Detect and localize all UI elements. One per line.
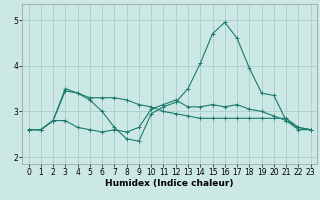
X-axis label: Humidex (Indice chaleur): Humidex (Indice chaleur)	[105, 179, 234, 188]
